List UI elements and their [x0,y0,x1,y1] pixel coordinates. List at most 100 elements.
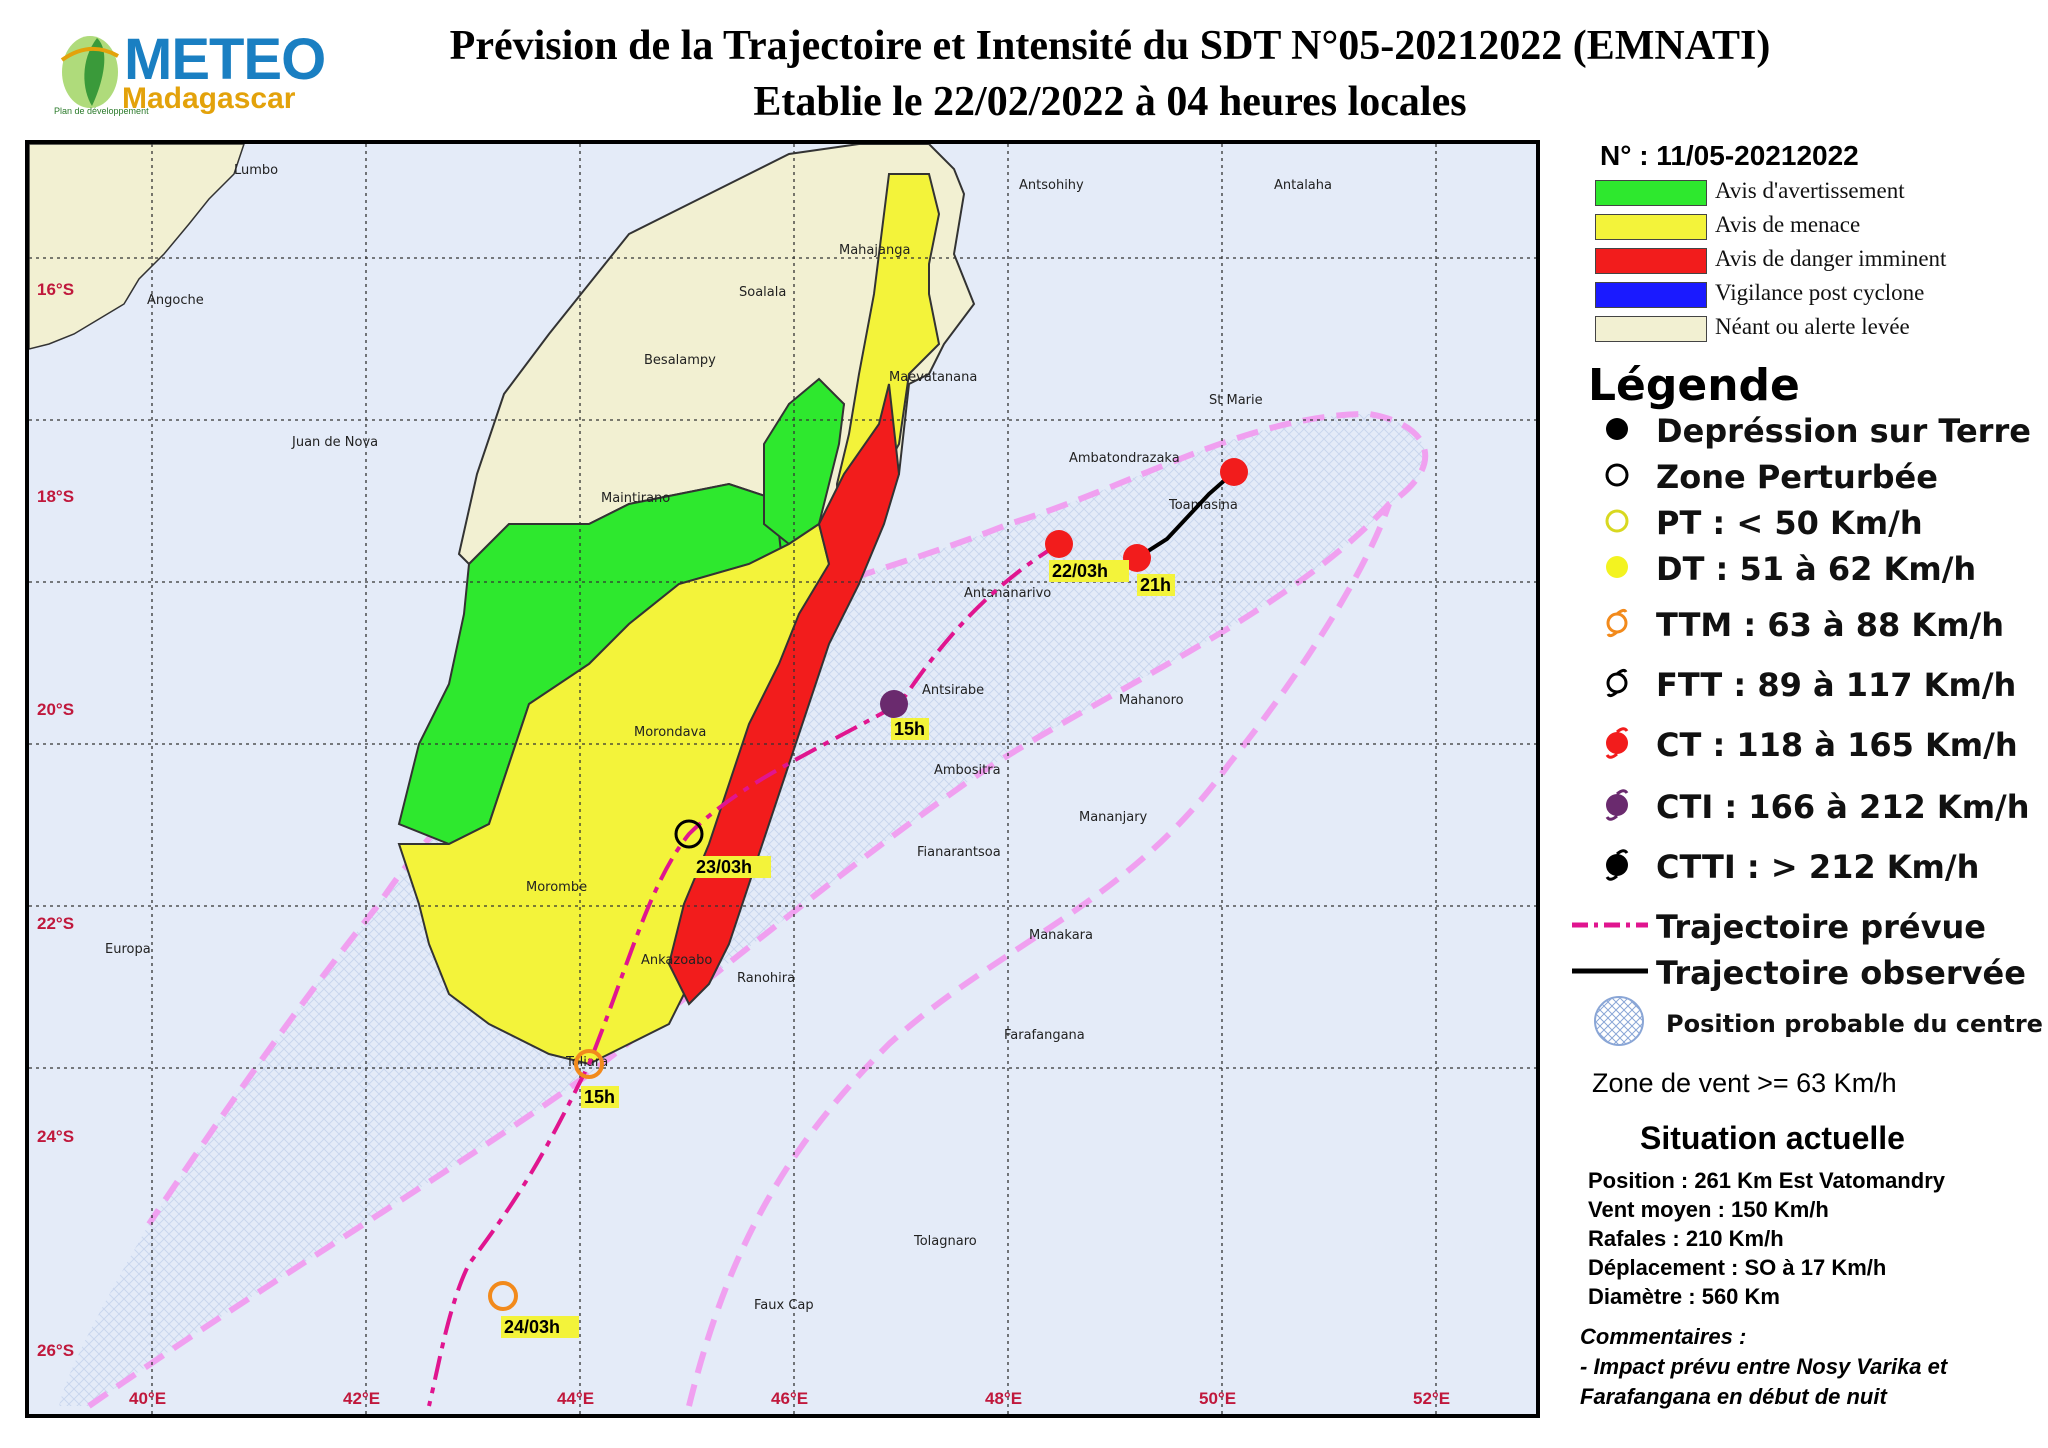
probable-center-zone [59,414,1426,1406]
hatched-circle-icon [1594,996,1644,1046]
place-label: Soalala [739,285,786,300]
wind-zone-note: Zone de vent >= 63 Km/h [1592,1068,1897,1098]
cyclone-markers [488,458,1248,1311]
region-northeast-menace [835,173,941,527]
track-time-label: 15h [584,1087,615,1107]
place-label: Mananjary [1079,810,1148,825]
alert-label: Néant ou alerte levée [1715,314,1910,339]
comment-line: - Impact prévu entre Nosy Varika et [1580,1354,1948,1379]
alert-label: Vigilance post cyclone [1715,280,1925,305]
legend-item-label: CT : 118 à 165 Km/h [1656,726,2018,764]
place-label: St Marie [1209,393,1263,408]
lat-lon-grid [29,144,1536,1414]
alert-label: Avis d'avertissement [1715,178,1905,203]
place-label: Mahanoro [1119,693,1184,708]
legend-item-label: Position probable du centre [1666,1010,2043,1038]
place-label: Mahajanga [839,243,910,258]
black-cyclone-outline-icon [1606,668,1628,698]
situation-title: Situation actuelle [1640,1120,1905,1156]
legend-item-label: CTI : 166 à 212 Km/h [1656,788,2030,826]
legend-title: Légende [1588,360,1800,411]
madagascar-emblem-icon [60,36,119,108]
place-label: Juan de Nova [291,435,378,450]
place-label: Antsirabe [922,683,984,698]
red-cyclone-icon [1045,530,1073,558]
place-label: Europa [105,942,151,957]
lat-label: 24°S [37,1127,74,1146]
page-title: Prévision de la Trajectoire et Intensité… [449,23,1771,69]
red-cyclone-icon [1220,458,1248,486]
black-cyclone-outline-icon [674,819,704,849]
meteo-madagascar-logo: METEO Madagascar Plan de développement [52,20,326,126]
place-label: Besalampy [644,353,716,368]
situation-row: Déplacement : SO à 17 Km/h [1588,1255,1887,1280]
yellow-dot-icon [1606,556,1628,578]
lon-label: 42°E [343,1389,381,1408]
place-label: Lumbo [234,163,278,178]
legend-item-label: Trajectoire observée [1656,954,2026,992]
place-label: Fianarantsoa [917,845,1001,860]
track-time-label: 15h [894,719,925,739]
place-label: Toamasina [1168,498,1238,513]
purple-cyclone-icon [880,690,908,718]
track-time-label: 24/03h [504,1317,560,1337]
legend-item-label: FTT : 89 à 117 Km/h [1656,666,2017,704]
lat-label: 26°S [37,1341,74,1360]
legend-item-label: CTTI : > 212 Km/h [1656,848,1980,886]
dashed-magenta-line-icon [1572,922,1648,928]
solid-black-line-icon [1572,968,1648,974]
purple-cyclone-icon [1605,789,1629,821]
place-label: Morondava [634,725,706,740]
region-alaotra-warning [763,377,846,546]
lat-label: 20°S [37,700,74,719]
lat-label: 16°S [37,280,74,299]
lon-label: 50°E [1199,1389,1237,1408]
black-cyclone-icon [1605,849,1629,881]
track-time-label: 22/03h [1052,561,1108,581]
place-label: Antsohihy [1019,178,1084,193]
comments-title: Commentaires : [1580,1324,1747,1349]
orange-cyclone-icon [488,1281,518,1311]
yellow-swatch [1595,214,1707,240]
place-label: Tolagnaro [913,1234,977,1249]
situation-row: Vent moyen : 150 Km/h [1588,1197,1829,1222]
place-label: Maevatanana [889,370,977,385]
lon-label: 52°E [1413,1389,1451,1408]
observed-track [1135,470,1236,560]
cream-swatch [1595,316,1707,342]
green-swatch [1595,180,1707,206]
open-circle-icon [1605,463,1629,487]
yellow-ring-icon [1605,509,1629,533]
place-label: Faux Cap [754,1298,814,1313]
track-time-label: 21h [1140,575,1171,595]
black-dot-icon [1606,418,1628,440]
region-east-danger [667,383,901,1006]
page-subtitle: Etablie le 22/02/2022 à 04 heures locale… [753,79,1467,125]
red-cyclone-icon [1605,727,1629,759]
alert-label: Avis de menace [1715,212,1861,237]
situation-row: Rafales : 210 Km/h [1588,1226,1784,1251]
africa-coast [28,143,246,350]
place-label: Angoche [147,293,204,308]
situation-row: Position : 261 Km Est Vatomandry [1588,1168,1945,1193]
map-panel: 16°S 18°S 20°S 22°S 24°S 26°S Lumbo Ango… [25,140,1540,1418]
place-label: Antalaha [1274,178,1332,193]
place-label: Ambatondrazaka [1069,451,1180,466]
legend-item-label: Zone Perturbée [1656,458,1938,496]
place-label: Ranohira [737,971,795,986]
lon-label: 46°E [771,1389,809,1408]
situation-row: Diamètre : 560 Km [1588,1284,1780,1309]
wind-zone-outline-east [686,503,1392,1407]
region-center-south-menace [397,522,831,1066]
legend-item-label: PT : < 50 Km/h [1656,504,1923,542]
lat-label: 18°S [37,487,74,506]
place-label: Manakara [1029,928,1093,943]
legend-item-label: DT : 51 à 62 Km/h [1656,550,1977,588]
red-swatch [1595,248,1707,274]
place-label: Ankazoabo [641,953,712,968]
lat-label: 22°S [37,914,74,933]
forecast-track [427,542,1061,1407]
logo-meteo-text: METEO [124,27,326,92]
orange-cyclone-icon [1606,608,1628,638]
place-label: Farafangana [1004,1028,1085,1043]
